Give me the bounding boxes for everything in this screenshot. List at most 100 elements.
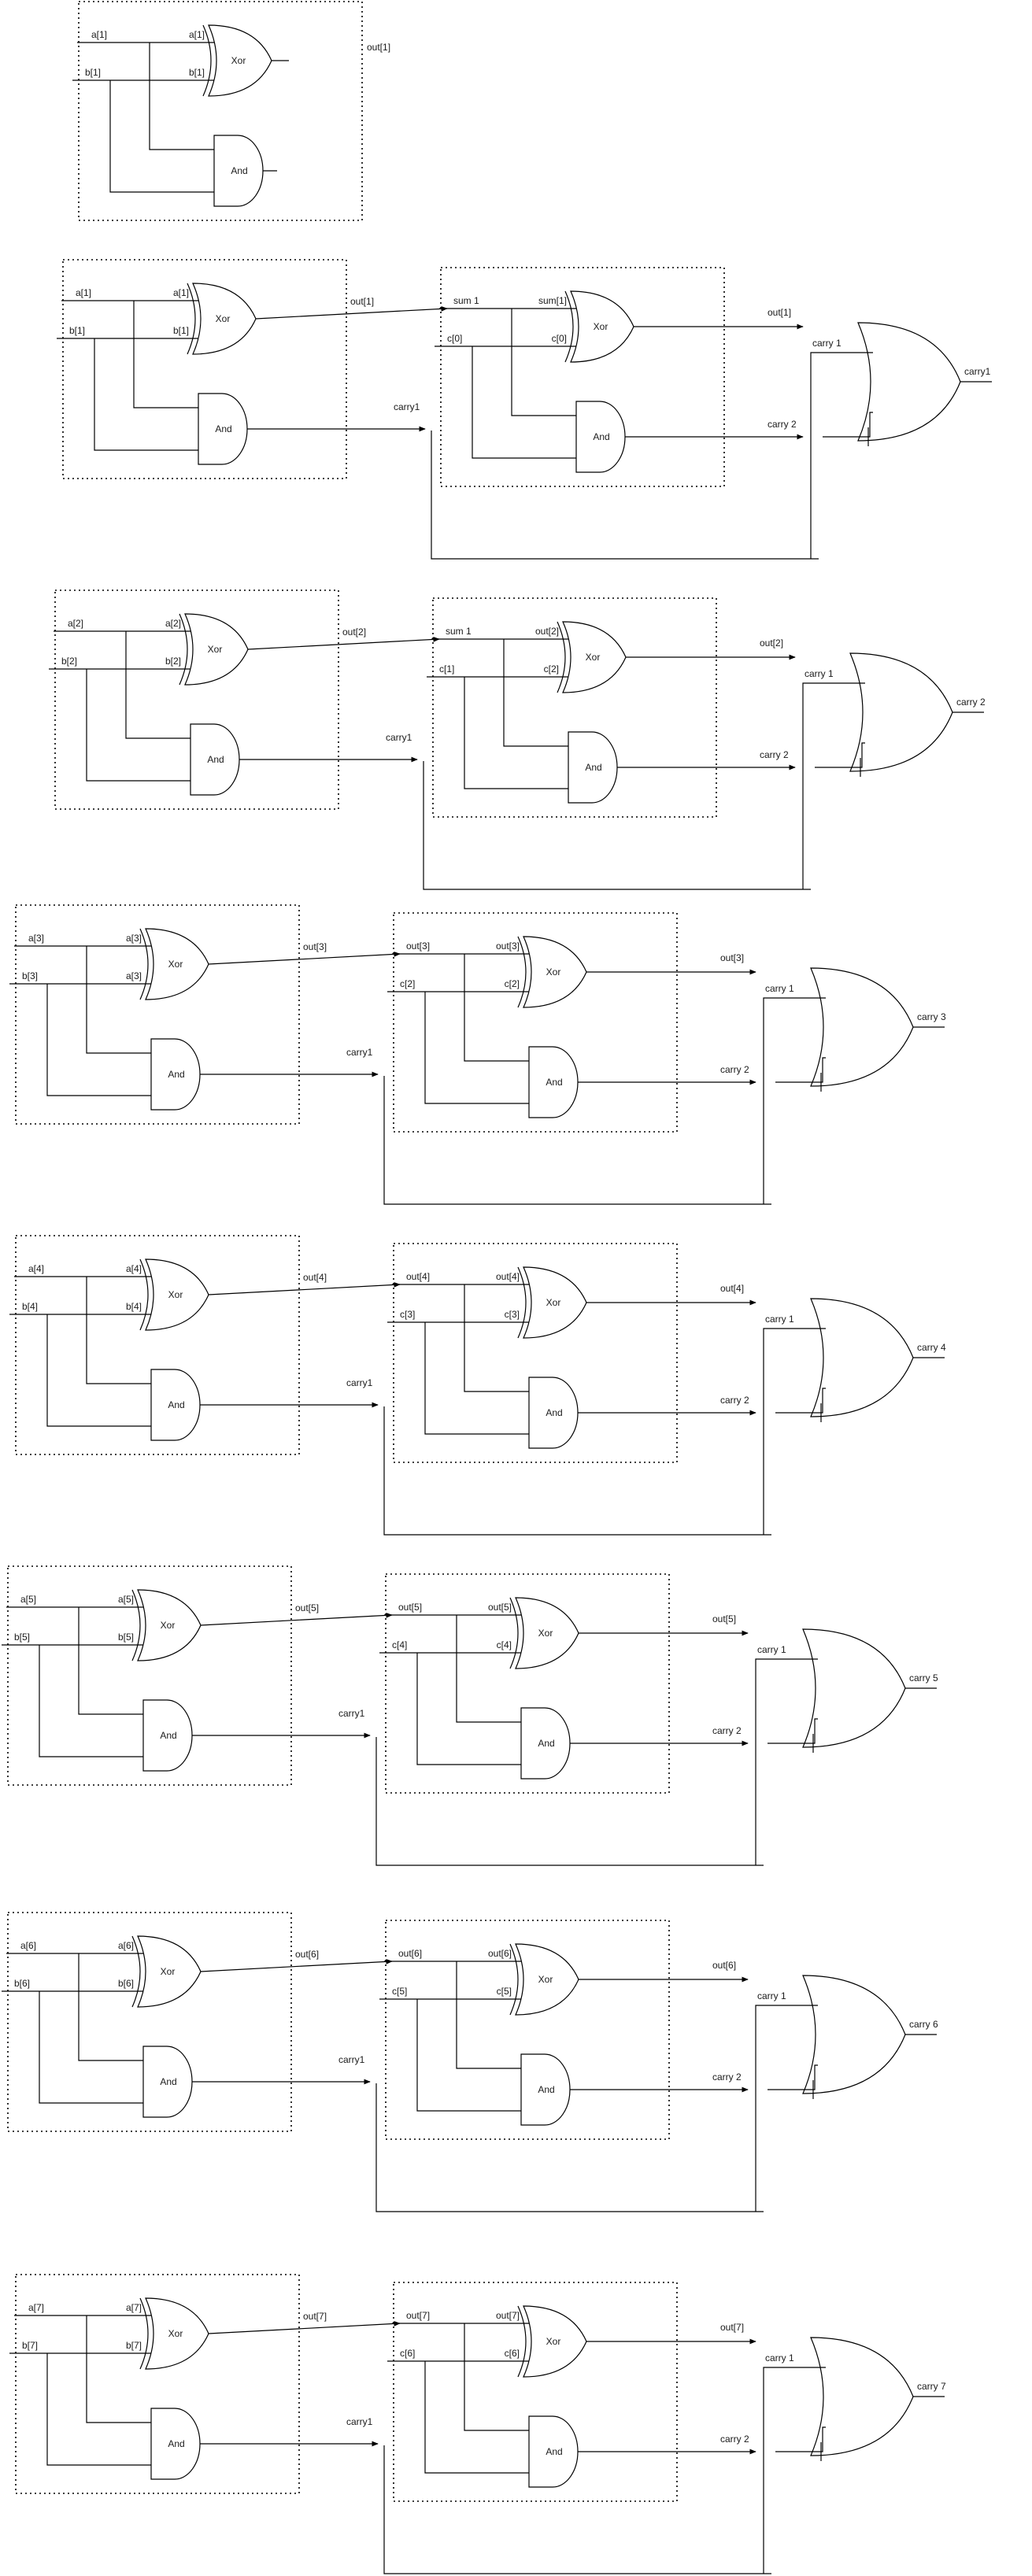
sum-wire [208, 2321, 401, 2334]
and-gate-label: And [231, 165, 247, 176]
gate-b-label: b[1] [173, 325, 189, 336]
carry2-label: carry 2 [768, 419, 797, 430]
carry2-label: carry 2 [760, 749, 789, 760]
carry1-label: carry1 [346, 1047, 373, 1058]
branch-b-wire [86, 669, 190, 782]
input-b-label: c[3] [400, 1309, 415, 1320]
branch-a-wire [86, 1277, 151, 1384]
input-b-label: b[3] [22, 970, 38, 981]
xor-gate-label: Xor [168, 1289, 183, 1300]
or-input1-wire [755, 2005, 818, 2212]
carry1-loop-wire [375, 2083, 764, 2212]
branch-b-wire [94, 338, 198, 451]
full-adder-stage: Xor And a[4] b[4] a[4] b[4] Xor And out[4] c[3] ou… [9, 1235, 946, 1536]
and-gate-label: And [538, 1738, 554, 1749]
input-a-label: out[4] [406, 1271, 430, 1282]
or-input2-wire [775, 1388, 826, 1414]
or-gate [810, 1298, 914, 1417]
branch-a-wire [125, 631, 190, 739]
xor-gate: Xor [202, 24, 272, 97]
half-adder-box [15, 2274, 300, 2494]
and-gate-label: And [546, 1407, 562, 1418]
gate-b-label: b[5] [118, 1632, 134, 1643]
branch-a-wire [456, 1961, 521, 2069]
input-a-label: a[5] [20, 1594, 36, 1605]
sum-wire [247, 637, 440, 650]
xor-gate: Xor [509, 1597, 579, 1669]
input-a-label: out[5] [398, 1602, 422, 1613]
xor-gate-label: Xor [594, 321, 608, 332]
and-gate: And [150, 1038, 201, 1111]
and-gate: And [142, 2046, 193, 2118]
gate-a-label: out[7] [496, 2310, 520, 2321]
xor-gate-label: Xor [546, 2336, 561, 2347]
sum-wire [200, 1613, 393, 1626]
xor-gate: Xor [139, 1258, 209, 1331]
and-gate: And [150, 1369, 201, 1441]
xor-gate-label: Xor [586, 652, 601, 663]
gate-b-label: c[3] [505, 1309, 520, 1320]
and-gate-label: And [168, 1069, 184, 1080]
sum-label: out[5] [295, 1602, 319, 1613]
or-gate [802, 1975, 906, 2094]
xor-gate-label: Xor [161, 1620, 176, 1631]
or-input2-wire [815, 742, 865, 768]
and-gate-label: And [160, 2076, 176, 2087]
stage-0-half-adder: Xor And a[1] b[1] a[1] b[1] out[1] [72, 1, 390, 221]
xor-gate: Xor [564, 290, 634, 363]
gate-a-label: a[3] [126, 933, 142, 944]
half-adder-box [7, 1565, 292, 1786]
input-b-label: c[5] [392, 1986, 407, 1997]
carry2-label: carry 2 [720, 1395, 749, 1406]
sum-output-label: out[7] [720, 2322, 744, 2333]
sum-output-label: out[5] [712, 1613, 736, 1624]
branch-b-wire [46, 2353, 151, 2466]
input-a-label: a[6] [20, 1940, 36, 1951]
and-gate: And [568, 731, 618, 804]
and-gate: And [575, 401, 626, 473]
half-adder-box [54, 589, 339, 810]
branch-b-wire [39, 1991, 143, 2104]
and-gate: And [150, 2408, 201, 2480]
input-b-label: b[2] [61, 656, 77, 667]
branch-a-wire [149, 43, 214, 150]
branch-a-wire [503, 639, 568, 747]
sum-label: out[4] [303, 1272, 327, 1283]
or-gate [810, 2337, 914, 2456]
and-gate: And [190, 723, 240, 796]
or-input1-label: carry 1 [765, 1314, 794, 1325]
branch-a-wire [464, 1284, 529, 1392]
xor-gate: Xor [517, 1266, 587, 1339]
xor-gate: Xor [179, 613, 249, 686]
branch-a-wire [78, 1607, 143, 1715]
carry1-loop-wire [383, 2445, 771, 2574]
input-a-label: out[7] [406, 2310, 430, 2321]
or-input1-label: carry 1 [757, 1990, 786, 2001]
branch-b-wire [46, 1314, 151, 1427]
and-gate-label: And [546, 1077, 562, 1088]
full-adder-stage: Xor And a[5] b[5] a[5] b[5] Xor And out[5] c[4] ou… [2, 1565, 938, 1866]
carry-out-label: carry1 [964, 366, 991, 377]
gate-a-label: a[7] [126, 2302, 142, 2313]
branch-a-wire [86, 946, 151, 1054]
and-gate-label: And [207, 754, 224, 765]
xor-gate-label: Xor [161, 1966, 176, 1977]
sum-label: out[7] [303, 2311, 327, 2322]
branch-a-wire [78, 1953, 143, 2061]
half-adder-box [393, 912, 678, 1133]
gate-b-label: c[2] [544, 663, 559, 674]
carry1-label: carry1 [394, 401, 420, 412]
or-input1-wire [802, 682, 865, 889]
or-input1-wire [755, 1658, 818, 1865]
branch-b-wire [416, 1999, 521, 2112]
carry-out-label: carry 3 [917, 1011, 946, 1022]
input-a-label: a[1] [91, 29, 107, 40]
and-gate: And [528, 1046, 579, 1118]
or-input2-wire [768, 1718, 818, 1744]
half-adder-box [393, 1243, 678, 1463]
gate-b-label: c[4] [497, 1639, 512, 1650]
sum-wire [208, 1282, 401, 1295]
full-adder-stage: Xor And a[3] b[3] a[3] a[3] Xor And out[3] c[2] ou… [9, 904, 946, 1205]
branch-a-wire [464, 2323, 529, 2431]
